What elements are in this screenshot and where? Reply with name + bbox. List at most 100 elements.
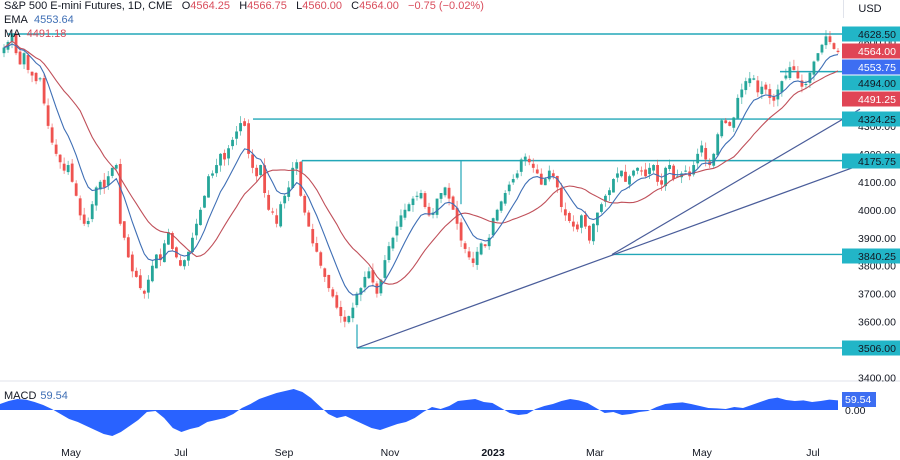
candle-body: [804, 83, 808, 86]
candle-body: [203, 195, 206, 208]
candle-body: [547, 170, 551, 180]
candle-body: [704, 148, 708, 160]
macd-histogram-area: [0, 389, 838, 436]
candle-body: [447, 187, 451, 199]
candle-body: [535, 169, 539, 174]
candle-body: [243, 121, 246, 126]
candle-body: [632, 170, 635, 176]
candle-body: [495, 209, 499, 221]
low-value: 4560.00: [302, 0, 342, 12]
price-tag-label: 4564.00: [858, 46, 896, 58]
candle-body: [162, 243, 166, 263]
candle-body: [62, 163, 66, 171]
candle-body: [82, 214, 86, 224]
candle-body: [323, 268, 327, 277]
candle-body: [563, 209, 567, 216]
time-tick-label: May: [692, 447, 713, 459]
candle-body: [479, 243, 483, 255]
price-tag: [842, 59, 900, 75]
candle-body: [531, 163, 535, 168]
price-tick-label: 3900.00: [858, 233, 896, 245]
candle-body: [588, 225, 591, 241]
candle-body: [395, 226, 399, 236]
candle-body: [283, 195, 287, 204]
candle-body: [668, 165, 671, 169]
candle-body: [507, 184, 511, 192]
price-tag: [842, 153, 900, 169]
candle-body: [399, 215, 403, 227]
candle-body: [239, 123, 242, 132]
candle-body: [403, 209, 407, 218]
ema-label: EMA: [4, 14, 28, 26]
candle-body: [459, 222, 463, 241]
candle-body: [475, 251, 479, 265]
candle-body: [191, 237, 194, 253]
trendline[interactable]: [356, 164, 861, 349]
candle-body: [267, 194, 271, 210]
ma-label: MA: [4, 28, 21, 40]
price-tag-label: 3506.00: [858, 343, 896, 355]
candle-body: [656, 165, 659, 182]
candle-body: [150, 265, 154, 282]
price-tag-label: 4494.00: [858, 78, 896, 90]
candle-body: [166, 232, 170, 245]
candle-body: [684, 170, 688, 172]
candle-body: [26, 55, 30, 70]
candle-body: [142, 290, 146, 294]
candle-body: [387, 246, 391, 260]
candle-body: [130, 254, 134, 272]
candle-body: [784, 75, 788, 79]
candle-body: [724, 120, 728, 124]
candle-body: [38, 78, 42, 80]
candle-body: [371, 270, 375, 283]
close-label: C: [351, 0, 360, 12]
candle-body: [692, 165, 696, 175]
candle-body: [122, 221, 126, 238]
candle-body: [171, 232, 174, 249]
price-tag-label: 3840.25: [858, 251, 896, 263]
price-tag: [842, 111, 900, 127]
candle-body: [672, 165, 676, 180]
ma-line: [3, 40, 839, 285]
candle-body: [2, 47, 6, 54]
candle-body: [363, 276, 367, 288]
candle-body: [295, 162, 299, 169]
high-label: H: [239, 0, 248, 12]
ma-legend[interactable]: MA 4491.18: [4, 28, 66, 40]
candle-body: [279, 204, 283, 227]
candle-body: [748, 78, 752, 84]
high-value: 4566.75: [247, 0, 287, 12]
candle-body: [628, 176, 631, 185]
candle-body: [22, 53, 26, 65]
candle-body: [820, 44, 824, 53]
candle-body: [126, 237, 130, 258]
time-tick-label: Jul: [174, 447, 187, 459]
candle-body: [435, 198, 439, 215]
candle-body: [600, 204, 603, 212]
candle-body: [367, 271, 371, 279]
candle-body: [608, 190, 611, 196]
price-tag-label: 4324.25: [858, 114, 896, 126]
macd-legend[interactable]: MACD 59.54: [4, 390, 68, 402]
candle-body: [491, 218, 495, 236]
ema-legend[interactable]: EMA 4553.64: [4, 14, 74, 26]
candle-body: [407, 204, 411, 212]
candle-body: [712, 153, 716, 166]
open-value: 4564.25: [190, 0, 231, 12]
candle-body: [471, 258, 475, 263]
candle-body: [616, 173, 619, 178]
trendlines[interactable]: [356, 108, 861, 349]
time-axis[interactable]: May Jul Sep Nov 2023 Mar May Jul: [61, 447, 820, 459]
macd-zero-label: 0.00: [845, 405, 866, 417]
symbol-legend[interactable]: S&P 500 E-mini Futures, 1D, CME O4564.25…: [4, 0, 484, 12]
price-tick-label: 3800.00: [858, 261, 896, 273]
candle-body: [571, 221, 575, 227]
horizontal-levels[interactable]: [8, 33, 842, 349]
candle-body: [98, 181, 102, 190]
candle-body: [375, 283, 379, 294]
currency-button[interactable]: USD: [843, 0, 896, 18]
trendline[interactable]: [611, 108, 861, 255]
candle-body: [263, 165, 267, 194]
candle-body: [555, 175, 559, 188]
